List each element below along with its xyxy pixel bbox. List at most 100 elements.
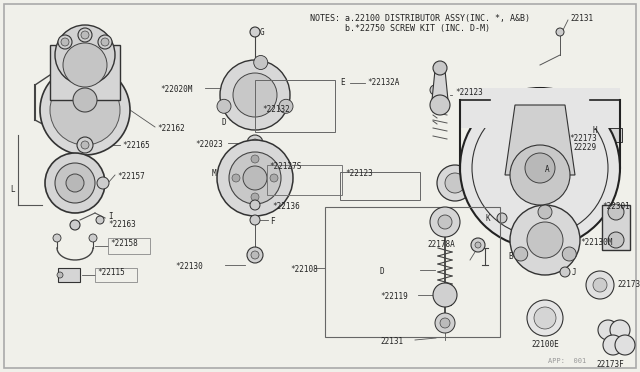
Circle shape [563, 247, 576, 261]
Circle shape [608, 204, 624, 220]
Circle shape [610, 320, 630, 340]
Text: *22132: *22132 [262, 105, 290, 114]
Circle shape [247, 247, 263, 263]
Circle shape [55, 163, 95, 203]
Circle shape [89, 234, 97, 242]
Circle shape [586, 271, 614, 299]
Circle shape [57, 272, 63, 278]
Text: *22127S: *22127S [269, 162, 301, 171]
Bar [340, 172, 420, 200]
Circle shape [534, 307, 556, 329]
Text: *22020M: *22020M [160, 85, 193, 94]
Circle shape [96, 216, 104, 224]
Text: F: F [270, 217, 275, 226]
Circle shape [471, 238, 485, 252]
Circle shape [435, 313, 455, 333]
Circle shape [560, 267, 570, 277]
Circle shape [229, 152, 281, 204]
Circle shape [445, 173, 465, 193]
Circle shape [63, 43, 107, 87]
Text: APP:  001: APP: 001 [548, 358, 586, 364]
Circle shape [101, 38, 109, 46]
Circle shape [50, 75, 120, 145]
Text: 22131: 22131 [380, 337, 403, 346]
Circle shape [250, 215, 260, 225]
Circle shape [251, 193, 259, 201]
Text: *22119: *22119 [380, 292, 408, 301]
Circle shape [40, 65, 130, 155]
Circle shape [81, 31, 89, 39]
Polygon shape [505, 105, 575, 175]
Circle shape [433, 283, 457, 307]
Text: *22162: *22162 [157, 124, 185, 133]
Circle shape [430, 85, 440, 95]
Circle shape [608, 232, 624, 248]
Circle shape [250, 27, 260, 37]
Circle shape [279, 99, 293, 113]
Circle shape [233, 73, 277, 117]
Circle shape [538, 205, 552, 219]
Circle shape [61, 38, 69, 46]
Text: B: B [508, 252, 513, 261]
Circle shape [527, 300, 563, 336]
Text: *22123: *22123 [345, 169, 372, 178]
Circle shape [217, 140, 293, 216]
Text: J: J [572, 268, 577, 277]
Circle shape [77, 137, 93, 153]
Circle shape [70, 220, 80, 230]
Text: I: I [108, 212, 113, 221]
Bar [267, 165, 342, 195]
Text: *22123: *22123 [455, 88, 483, 97]
Text: H: H [593, 126, 597, 135]
Text: 22100E: 22100E [531, 340, 559, 349]
Circle shape [247, 135, 263, 151]
Circle shape [598, 320, 618, 340]
Text: 22131: 22131 [570, 14, 593, 23]
Text: *22163: *22163 [108, 220, 136, 229]
Text: 22178A: 22178A [428, 240, 455, 249]
Text: *22115: *22115 [97, 268, 125, 277]
Bar [50, 45, 120, 100]
Circle shape [250, 200, 260, 210]
Circle shape [97, 177, 109, 189]
Text: *22023: *22023 [195, 140, 223, 149]
Circle shape [440, 318, 450, 328]
Circle shape [220, 60, 290, 130]
Circle shape [514, 247, 528, 261]
Circle shape [251, 155, 259, 163]
Circle shape [253, 55, 268, 70]
Circle shape [497, 213, 507, 223]
Text: *22301: *22301 [602, 202, 630, 211]
Circle shape [251, 251, 259, 259]
Bar [95, 268, 137, 282]
Text: 22173F: 22173F [596, 360, 624, 369]
Text: *22132A: *22132A [367, 78, 399, 87]
Text: *22157: *22157 [117, 172, 145, 181]
Circle shape [556, 28, 564, 36]
Polygon shape [432, 70, 448, 100]
Circle shape [98, 35, 112, 49]
Circle shape [81, 141, 89, 149]
Bar [58, 268, 80, 282]
Circle shape [603, 335, 623, 355]
Bar [460, 88, 620, 128]
Bar [108, 238, 150, 254]
Text: *22136: *22136 [272, 202, 300, 211]
Circle shape [78, 28, 92, 42]
Text: b.*22750 SCREW KIT (INC. D-M): b.*22750 SCREW KIT (INC. D-M) [310, 24, 490, 33]
Text: E: E [340, 78, 344, 87]
Circle shape [615, 335, 635, 355]
Circle shape [510, 205, 580, 275]
Text: D: D [380, 267, 385, 276]
Circle shape [525, 153, 555, 183]
Text: 22229: 22229 [574, 143, 597, 152]
Text: *22165: *22165 [122, 141, 150, 150]
Circle shape [217, 99, 231, 113]
Text: A: A [545, 165, 550, 174]
Circle shape [55, 25, 115, 85]
Text: M: M [212, 169, 216, 178]
Circle shape [527, 222, 563, 258]
Text: *22173: *22173 [569, 134, 597, 143]
Circle shape [232, 174, 240, 182]
Circle shape [53, 234, 61, 242]
